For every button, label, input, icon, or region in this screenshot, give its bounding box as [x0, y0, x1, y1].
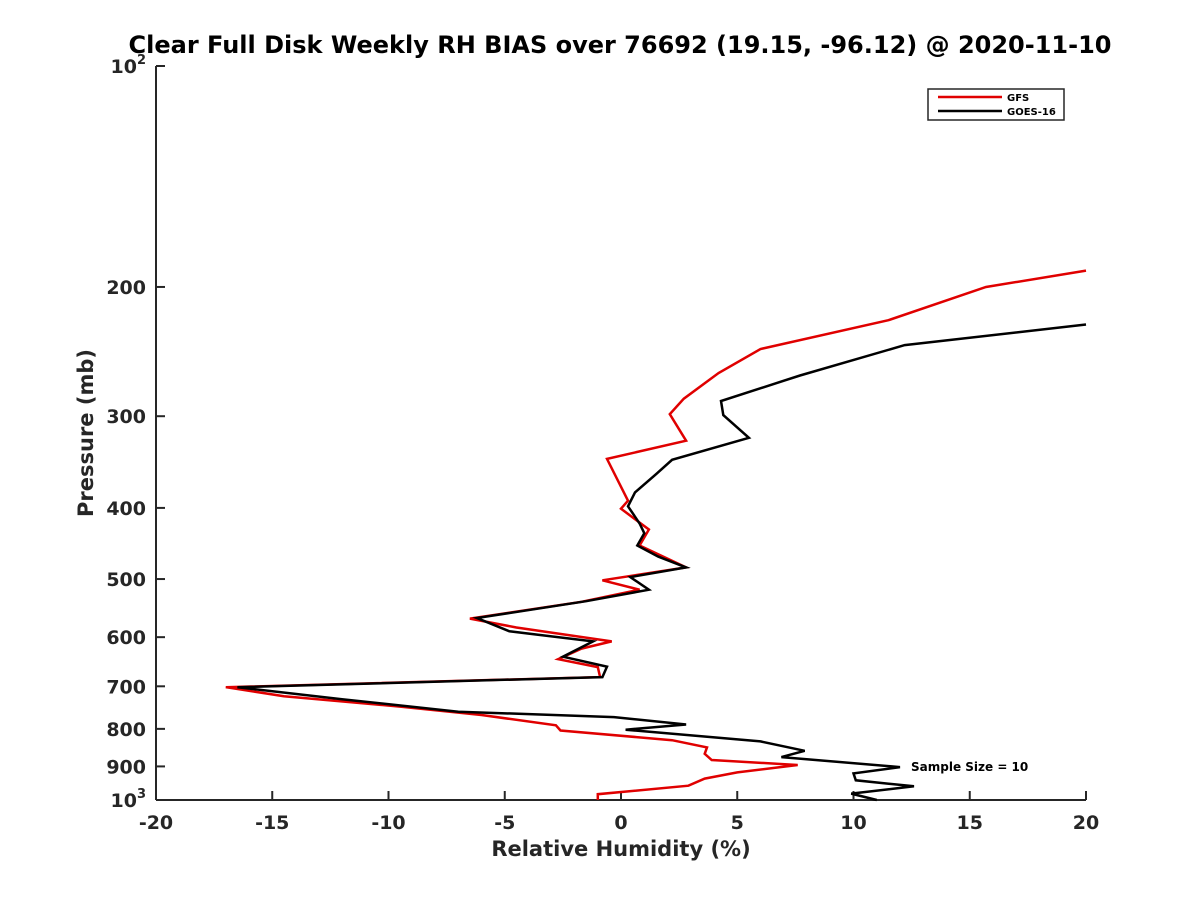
series-layer — [225, 269, 1087, 802]
x-tick-label: -10 — [371, 812, 405, 834]
x-axis-label: Relative Humidity (%) — [491, 837, 750, 861]
y-axis-label: Pressure (mb) — [74, 349, 98, 517]
y-tick-label: 102 — [111, 53, 147, 78]
y-tick-label: 700 — [106, 676, 146, 698]
y-tick-label: 900 — [106, 756, 146, 778]
chart-title: Clear Full Disk Weekly RH BIAS over 7669… — [129, 31, 1112, 59]
y-tick-label: 300 — [106, 406, 146, 428]
y-tick-label: 500 — [106, 569, 146, 591]
y-tick-label: 200 — [106, 277, 146, 299]
legend-label-goes16: GOES-16 — [1007, 107, 1056, 118]
x-tick-label: 10 — [840, 812, 866, 834]
sample-size-annotation: Sample Size = 10 — [911, 760, 1028, 774]
x-tick-label: 5 — [731, 812, 744, 834]
legend-label-gfs: GFS — [1007, 93, 1029, 104]
series-line-goes16 — [237, 323, 1087, 802]
x-tick-label: 0 — [614, 812, 627, 834]
axes: -20 -15 -10 -5 0 5 10 15 20 102 200 300 400 500 600 70… — [106, 53, 1099, 834]
legend: GFS GOES-16 — [927, 88, 1065, 121]
x-tick-label: 20 — [1073, 812, 1099, 834]
y-tick-label: 400 — [106, 498, 146, 520]
x-tick-label: 15 — [957, 812, 983, 834]
x-ticks: -20 -15 -10 -5 0 5 10 15 20 — [139, 791, 1099, 834]
y-tick-label: 103 — [111, 787, 147, 812]
y-tick-label: 600 — [106, 627, 146, 649]
legend-box — [927, 88, 1065, 121]
series-line-gfs — [225, 269, 1087, 800]
x-tick-label: -5 — [494, 812, 515, 834]
y-tick-label: 800 — [106, 719, 146, 741]
x-tick-label: -20 — [139, 812, 173, 834]
y-ticks: 102 200 300 400 500 600 700 800 900 103 — [106, 53, 165, 812]
x-tick-label: -15 — [255, 812, 289, 834]
